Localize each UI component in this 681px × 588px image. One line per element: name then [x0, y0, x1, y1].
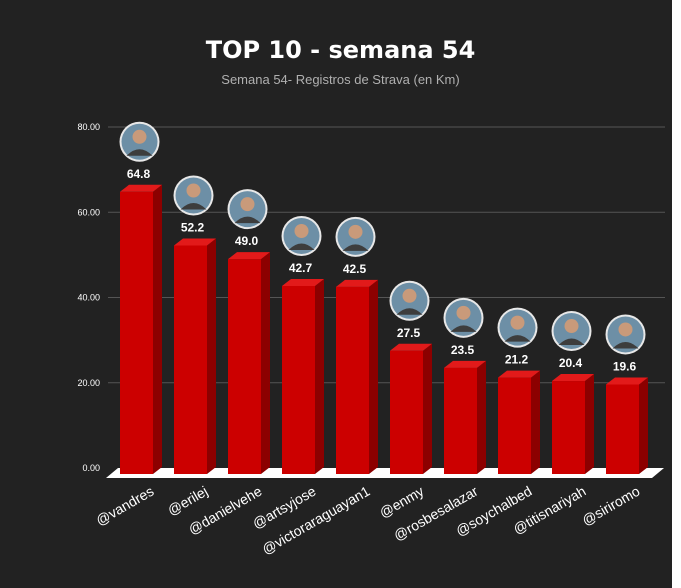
bar-side: [153, 184, 162, 475]
avatar: [335, 216, 376, 257]
bar-side: [585, 374, 594, 474]
data-label: 49.0: [235, 234, 259, 248]
bar-side: [639, 377, 648, 474]
y-tick-label: 40.00: [77, 293, 100, 303]
bar-top: [120, 184, 162, 192]
bar-top: [336, 279, 378, 287]
data-label: 20.4: [559, 356, 583, 370]
avatar-face: [186, 183, 201, 198]
y-tick-label: 0.00: [82, 463, 100, 473]
avatar-shoulders: [234, 216, 261, 224]
avatar-shoulders: [396, 308, 423, 315]
avatar-shoulders: [180, 202, 207, 210]
avatar-shoulders: [288, 243, 315, 250]
bar-side: [369, 279, 378, 474]
chart-title: TOP 10 - semana 54: [205, 36, 476, 64]
avatar: [605, 314, 646, 355]
bar-top: [282, 278, 324, 286]
avatar: [443, 297, 484, 338]
bar-side: [261, 252, 270, 474]
data-label: 52.2: [181, 220, 205, 234]
avatar: [389, 280, 430, 321]
data-label: 23.5: [451, 343, 475, 357]
x-tick-label: @vandres: [93, 483, 156, 529]
avatar-shoulders: [612, 341, 639, 349]
data-label: 42.5: [343, 262, 367, 276]
bar-top: [444, 360, 486, 368]
avatar-face: [510, 315, 525, 330]
avatar-shoulders: [450, 325, 477, 332]
data-label: 19.6: [613, 359, 637, 373]
bar: [444, 367, 477, 474]
avatar: [497, 307, 538, 348]
bar: [606, 384, 639, 474]
bar-side: [531, 370, 540, 474]
y-tick-label: 80.00: [77, 122, 100, 132]
bar-side: [207, 238, 216, 474]
bar-side: [423, 343, 432, 474]
avatar-face: [456, 305, 471, 320]
bar-top: [228, 252, 270, 260]
data-label: 64.8: [127, 167, 151, 181]
bar-top: [174, 238, 216, 246]
bar-side: [315, 278, 324, 474]
bar: [120, 191, 153, 475]
bar-top: [390, 343, 432, 351]
bar: [390, 350, 423, 474]
avatar: [119, 121, 160, 162]
x-tick-label: @siriromo: [579, 483, 643, 529]
avatar-shoulders: [504, 335, 531, 342]
bar-top: [606, 377, 648, 385]
avatar-face: [132, 129, 147, 144]
avatar-face: [240, 197, 255, 212]
data-label: 21.2: [505, 353, 529, 367]
bars: [120, 184, 648, 475]
bar: [498, 377, 531, 474]
bar: [174, 245, 207, 474]
data-label: 27.5: [397, 326, 421, 340]
avatar-face: [348, 224, 363, 239]
y-tick-label: 20.00: [77, 378, 100, 388]
avatar-face: [294, 223, 309, 238]
avatar-shoulders: [126, 149, 153, 156]
chart-subtitle: Semana 54- Registros de Strava (en Km): [221, 72, 460, 87]
y-tick-label: 60.00: [77, 207, 100, 217]
data-label: 42.7: [289, 261, 313, 275]
avatar: [173, 175, 214, 216]
avatar-shoulders: [558, 338, 585, 346]
avatar-shoulders: [342, 244, 369, 251]
bar: [336, 286, 369, 474]
avatar: [281, 215, 322, 256]
avatar-face: [564, 319, 579, 334]
bar: [552, 381, 585, 474]
avatar: [227, 189, 268, 230]
avatar: [551, 311, 592, 352]
bar: [282, 285, 315, 474]
bar-top: [498, 370, 540, 378]
bar: [228, 259, 261, 474]
bar-side: [477, 360, 486, 474]
bar-top: [552, 374, 594, 382]
avatar-face: [402, 288, 417, 303]
avatar-face: [618, 322, 633, 337]
